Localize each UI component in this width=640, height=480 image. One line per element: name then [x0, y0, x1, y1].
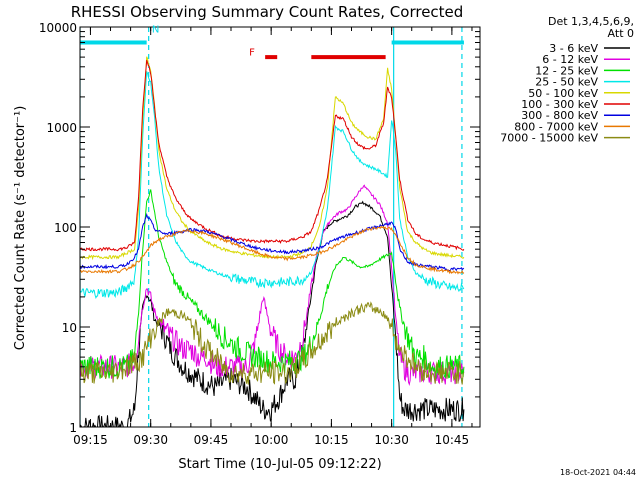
series-line-6: [80, 212, 465, 272]
series-line-7: [80, 225, 465, 275]
series-line-4: [80, 56, 465, 261]
y-tick-label-3: 1000: [46, 121, 77, 135]
y-tick-label-2: 100: [54, 221, 77, 235]
chart-title: RHESSI Observing Summary Count Rates, Co…: [71, 3, 464, 21]
series-line-1: [80, 184, 465, 386]
flare-bar-1: [311, 55, 386, 60]
plot-frame: [79, 26, 481, 428]
legend-label-7: 800 - 7000 keV: [514, 120, 598, 133]
x-tick-label-4: 10:15: [314, 433, 349, 447]
series-line-3: [80, 71, 465, 299]
legend-label-8: 7000 - 15000 keV: [500, 132, 598, 145]
x-tick-label-0: 09:15: [73, 433, 108, 447]
legend-label-1: 6 - 12 keV: [542, 53, 598, 66]
y-tick-label-1: 10: [62, 321, 77, 335]
y-tick-label-4: 10000: [39, 21, 77, 35]
series-line-2: [80, 189, 465, 380]
annotation-1: F: [249, 47, 255, 58]
y-tick-label-0: 1: [69, 421, 77, 435]
flare-bar-0: [265, 55, 278, 60]
legend-label-2: 12 - 25 keV: [535, 64, 598, 77]
x-tick-label-1: 09:30: [133, 433, 168, 447]
series-line-8: [80, 301, 465, 385]
series-line-5: [80, 60, 465, 252]
legend-header-line-2: Att 0: [608, 27, 634, 40]
legend-label-3: 25 - 50 keV: [535, 76, 598, 89]
legend-label-4: 50 - 100 keV: [528, 87, 598, 100]
legend-label-6: 300 - 800 keV: [521, 109, 598, 122]
night-bar-1: [391, 40, 464, 45]
legend-header-line-1: Det 1,3,4,5,6,9,: [548, 15, 634, 28]
timestamp: 18-Oct-2021 04:44: [560, 468, 636, 477]
x-tick-label-2: 09:45: [194, 433, 229, 447]
x-axis-label: Start Time (10-Jul-05 09:12:22): [178, 457, 381, 472]
x-tick-label-6: 10:45: [435, 433, 470, 447]
legend-label-0: 3 - 6 keV: [549, 42, 598, 55]
y-axis-label: Corrected Count Rate (s⁻¹ detector⁻¹): [13, 106, 28, 351]
night-bar-0: [80, 40, 147, 45]
legend-label-5: 100 - 300 keV: [521, 98, 598, 111]
series-line-0: [80, 200, 465, 427]
annotation-0: N: [152, 25, 159, 36]
x-tick-label-3: 10:00: [254, 433, 289, 447]
x-tick-label-5: 10:30: [374, 433, 409, 447]
